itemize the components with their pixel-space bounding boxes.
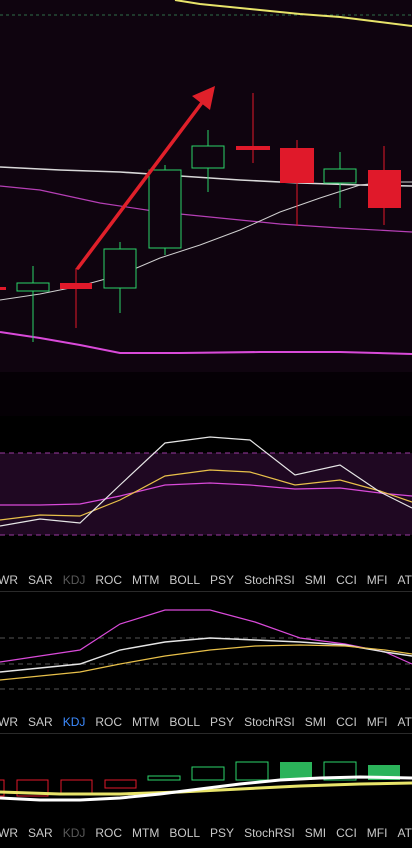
tab-atr[interactable]: ATR	[397, 826, 412, 840]
tab-atr[interactable]: ATR	[397, 715, 412, 729]
histogram-bar	[147, 775, 181, 781]
candlestick-svg	[0, 0, 412, 355]
histogram-bar	[323, 761, 357, 781]
kdj-j-line	[0, 609, 412, 665]
histogram-bar	[16, 779, 49, 797]
ma-magenta-upper	[0, 185, 412, 233]
indicator-2-svg	[0, 609, 412, 690]
indicator-panel-3[interactable]	[0, 734, 412, 816]
overbought-zone	[0, 453, 412, 535]
candle	[236, 146, 270, 150]
tab-roc[interactable]: ROC	[95, 826, 123, 840]
panel-divider	[0, 733, 412, 734]
candlestick-chart[interactable]	[0, 0, 412, 372]
candle	[103, 248, 137, 289]
indicator-1-white-line	[0, 436, 412, 527]
tab-mtm[interactable]: MTM	[132, 715, 160, 729]
histogram-bar	[60, 779, 93, 795]
tab-smi[interactable]: SMI	[304, 826, 327, 840]
histogram-bar	[191, 766, 225, 781]
tab-wr[interactable]: WR	[0, 573, 18, 587]
macd-line-white	[0, 775, 412, 802]
ma-white-rising	[0, 181, 412, 301]
tab-cci[interactable]: CCI	[336, 826, 357, 840]
tab-sar[interactable]: SAR	[28, 573, 53, 587]
tab-boll[interactable]: BOLL	[169, 826, 201, 840]
tab-mfi[interactable]: MFI	[366, 573, 388, 587]
tab-mfi[interactable]: MFI	[366, 715, 388, 729]
tab-stochrsi[interactable]: StochRSI	[244, 573, 295, 587]
boll-upper-line	[174, 0, 412, 27]
indicator-panel-2[interactable]	[0, 592, 412, 718]
tab-smi[interactable]: SMI	[304, 715, 327, 729]
chart-spacer	[0, 372, 412, 416]
indicator-tabbar-2: WR SAR KDJ ROC MTM BOLL PSY StochRSI SMI…	[0, 711, 412, 733]
candle	[280, 148, 314, 183]
histogram-bar	[235, 761, 269, 781]
tab-cci[interactable]: CCI	[336, 715, 357, 729]
tab-psy[interactable]: PSY	[210, 573, 235, 587]
tab-kdj[interactable]: KDJ	[62, 715, 86, 729]
histogram-bar	[104, 779, 137, 789]
tab-boll[interactable]: BOLL	[169, 715, 201, 729]
kdj-k-line	[0, 637, 412, 673]
tab-roc[interactable]: ROC	[95, 715, 123, 729]
tab-smi[interactable]: SMI	[304, 573, 327, 587]
histogram-bar	[280, 762, 312, 780]
boll-lower-line	[0, 331, 412, 355]
candle	[323, 168, 357, 184]
tab-stochrsi[interactable]: StochRSI	[244, 715, 295, 729]
candle	[60, 283, 92, 289]
tab-stochrsi[interactable]: StochRSI	[244, 826, 295, 840]
panel-divider	[0, 591, 412, 592]
tab-sar[interactable]: SAR	[28, 826, 53, 840]
candle	[368, 170, 401, 208]
tab-mtm[interactable]: MTM	[132, 573, 160, 587]
candle	[16, 282, 50, 292]
candle	[148, 169, 182, 249]
trend-arrow[interactable]	[76, 86, 215, 270]
histogram-bar	[0, 779, 5, 797]
tab-psy[interactable]: PSY	[210, 826, 235, 840]
tab-kdj[interactable]: KDJ	[62, 826, 86, 840]
indicator-tabbar-1: WR SAR KDJ ROC MTM BOLL PSY StochRSI SMI…	[0, 569, 412, 591]
indicator-3-svg	[0, 761, 412, 802]
histogram-bars	[0, 761, 400, 797]
candle	[0, 287, 6, 290]
tab-sar[interactable]: SAR	[28, 715, 53, 729]
indicator-1-magenta-line	[0, 482, 412, 506]
candle	[191, 145, 225, 169]
tab-roc[interactable]: ROC	[95, 573, 123, 587]
tab-kdj[interactable]: KDJ	[62, 573, 86, 587]
tab-wr[interactable]: WR	[0, 715, 18, 729]
tab-cci[interactable]: CCI	[336, 573, 357, 587]
indicator-tabbar-3: WR SAR KDJ ROC MTM BOLL PSY StochRSI SMI…	[0, 822, 412, 844]
tab-mfi[interactable]: MFI	[366, 826, 388, 840]
indicator-panel-1[interactable]	[0, 416, 412, 566]
indicator-1-yellow-line	[0, 469, 412, 521]
tab-psy[interactable]: PSY	[210, 715, 235, 729]
tab-wr[interactable]: WR	[0, 826, 18, 840]
kdj-d-line	[0, 644, 412, 681]
tab-boll[interactable]: BOLL	[169, 573, 201, 587]
tab-mtm[interactable]: MTM	[132, 826, 160, 840]
indicator-1-svg	[0, 436, 412, 536]
tab-atr[interactable]: ATR	[397, 573, 412, 587]
boll-mid-line	[0, 166, 412, 187]
candles	[0, 93, 401, 342]
signal-line-yellow	[0, 781, 412, 796]
